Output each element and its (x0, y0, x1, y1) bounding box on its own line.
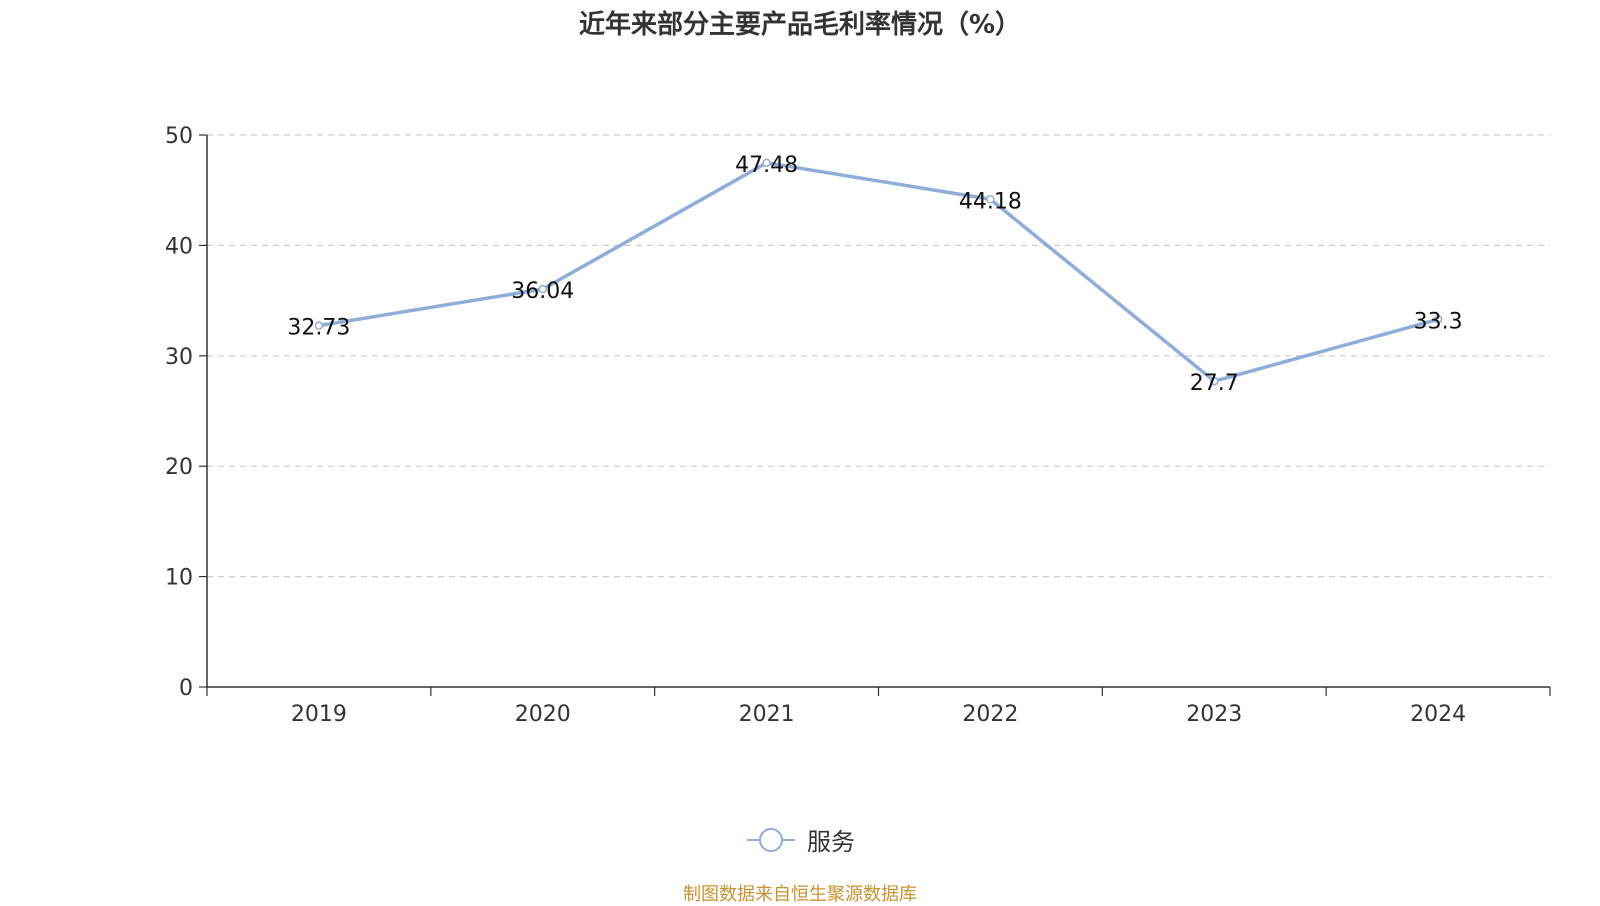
y-tick-label: 50 (165, 124, 193, 149)
data-point (538, 284, 547, 294)
data-label: 44.18 (959, 189, 1022, 214)
series-line (317, 161, 1440, 383)
x-tick-label: 2019 (291, 702, 347, 727)
x-tick-label: 2021 (739, 702, 795, 727)
data-point (1210, 376, 1219, 386)
y-tick-label: 30 (165, 345, 193, 370)
data-labels: 32.73 36.04 47.48 44.18 27.7 33.3 (287, 153, 1462, 396)
axes: 0 10 20 30 40 50 2019 2020 2021 2022 2023 2024 (165, 124, 1551, 727)
data-point (1433, 315, 1443, 324)
series-layer (314, 158, 1443, 386)
y-tick-label: 10 (165, 566, 193, 591)
data-label: 32.73 (287, 316, 350, 341)
gridlines (207, 134, 1550, 578)
y-tick-label: 20 (165, 455, 193, 480)
x-tick-label: 2020 (515, 702, 571, 727)
legend-marker-icon (747, 827, 795, 852)
line-chart: 0 10 20 30 40 50 2019 2020 2021 2022 2023 2024 32.7… (165, 124, 1551, 727)
data-label: 36.04 (511, 279, 574, 304)
data-label: 33.3 (1414, 309, 1463, 334)
x-tick-label: 2022 (962, 702, 1018, 727)
data-point (762, 158, 771, 168)
legend-label: 服务 (807, 828, 855, 856)
x-tick-label: 2023 (1186, 702, 1242, 727)
y-tick-label: 40 (165, 234, 193, 259)
data-label: 27.7 (1190, 371, 1239, 396)
chart-title: 近年来部分主要产品毛利率情况（%） (578, 10, 1022, 40)
data-label: 47.48 (735, 153, 798, 178)
legend[interactable]: 服务 (0, 822, 1600, 857)
data-point (986, 195, 995, 204)
source-note: 制图数据来自恒生聚源数据库 (683, 884, 917, 905)
y-tick-label: 0 (179, 676, 193, 701)
data-point (314, 321, 324, 330)
x-tick-label: 2024 (1410, 702, 1466, 727)
